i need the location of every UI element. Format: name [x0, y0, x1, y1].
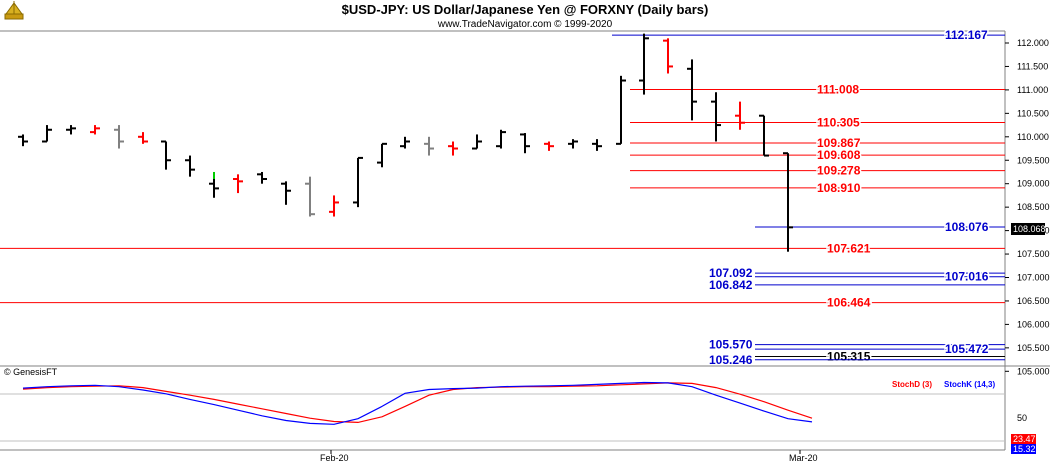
- price-level-label: 105.472: [945, 342, 989, 356]
- ohlc-bar: [783, 152, 793, 252]
- chart-title: $USD-JPY: US Dollar/Japanese Yen @ FORXN…: [342, 2, 709, 17]
- x-label-feb: Feb-20: [320, 453, 349, 463]
- ohlc-bar: [138, 132, 148, 144]
- y-tick-label: 110.000: [1017, 132, 1049, 142]
- chart-subtitle: www.TradeNavigator.com © 1999-2020: [437, 19, 613, 30]
- ohlc-bars: [18, 33, 793, 252]
- ohlc-bar: [616, 75, 626, 145]
- ohlc-bar: [233, 174, 243, 194]
- ohlc-bar: [400, 136, 410, 149]
- y-tick-label: 109.000: [1017, 179, 1050, 189]
- ohlc-bar: [472, 134, 482, 150]
- ohlc-bar: [329, 195, 339, 217]
- price-level-label: 110.305: [817, 115, 860, 129]
- ohlc-bar: [305, 176, 315, 217]
- price-level-label: 107.016: [945, 270, 989, 284]
- price-level-label: 107.092: [709, 266, 753, 280]
- ohlc-bar: [687, 59, 697, 121]
- ohlc-bar: [639, 33, 649, 95]
- price-level-label: 106.464: [827, 296, 871, 310]
- y-tick-label: 105.500: [1017, 343, 1050, 353]
- ohlc-bar: [424, 136, 434, 156]
- ohlc-bar: [711, 92, 721, 142]
- ohlc-bar: [42, 125, 52, 143]
- y-tick-label: 107.500: [1017, 249, 1050, 259]
- ohlc-bar: [592, 139, 602, 151]
- stochk-last-value-label: 15.32: [1013, 444, 1036, 454]
- price-level-label: 107.621: [827, 241, 871, 255]
- ohlc-bar: [185, 155, 195, 177]
- legend-stochk: StochK (14,3): [944, 380, 995, 389]
- x-label-mar: Mar-20: [789, 453, 818, 463]
- stochk-last-value: 15.32: [1011, 444, 1036, 454]
- stochd-line: [22, 382, 813, 424]
- y-tick-label: 105.000: [1017, 366, 1050, 376]
- stochastic-lines: [22, 381, 813, 425]
- stochd-last-value: 23.47: [1011, 434, 1036, 444]
- price-level-label: 109.608: [817, 148, 861, 162]
- price-level-label: 105.570: [709, 338, 753, 352]
- ohlc-bar: [544, 141, 554, 151]
- price-level-label: 112.167: [945, 28, 988, 42]
- ohlc-bar: [257, 171, 267, 184]
- ohlc-bar: [377, 142, 387, 168]
- legend-stochd: StochD (3): [892, 380, 932, 389]
- gold-ship-logo-icon: [4, 1, 24, 20]
- price-level-label: 109.867: [817, 136, 861, 150]
- ohlc-bar: [90, 125, 100, 135]
- y-tick-label: 110.500: [1017, 108, 1049, 118]
- price-level-label: 108.076: [945, 220, 989, 234]
- ohlc-bar: [281, 181, 291, 205]
- y-tick-label: 111.000: [1017, 85, 1048, 95]
- ohlc-bar: [353, 156, 363, 208]
- y-tick-label: 106.000: [1017, 319, 1050, 329]
- y-tick-label: 109.500: [1017, 155, 1050, 165]
- ohlc-bar: [568, 139, 578, 149]
- stochk-line: [22, 381, 813, 425]
- y-tick-label: 108.500: [1017, 202, 1050, 212]
- watermark-text: © GenesisFT: [4, 367, 58, 377]
- price-level-label: 108.910: [817, 181, 861, 195]
- y-tick-label: 111.500: [1017, 61, 1048, 71]
- y-tick-label: 107.000: [1017, 273, 1050, 283]
- price-level-label: 105.246: [709, 353, 753, 367]
- last-price-marker: 108.068: [1011, 223, 1046, 235]
- ohlc-bar: [448, 141, 458, 156]
- price-level-label: 106.842: [709, 278, 753, 292]
- ohlc-bar: [520, 133, 530, 154]
- price-level-label: 109.278: [817, 164, 861, 178]
- ohlc-bar: [663, 38, 673, 74]
- price-level-label: 111.008: [817, 83, 859, 97]
- y-tick-label: 106.500: [1017, 296, 1050, 306]
- last-price-label: 108.068: [1013, 224, 1046, 234]
- ohlc-bar: [18, 134, 28, 147]
- ohlc-bar: [735, 101, 745, 130]
- stochd-last-value-label: 23.47: [1013, 434, 1036, 444]
- ohlc-bar: [496, 129, 506, 149]
- ohlc-bar: [161, 140, 171, 170]
- y-tick-label: 112.000: [1017, 38, 1049, 48]
- ohlc-bar: [114, 125, 124, 149]
- price-level-label: 105.315: [827, 350, 871, 364]
- ohlc-bar: [759, 114, 769, 157]
- stoch-tick-50: 50: [1017, 413, 1027, 423]
- ohlc-bar: [66, 125, 76, 135]
